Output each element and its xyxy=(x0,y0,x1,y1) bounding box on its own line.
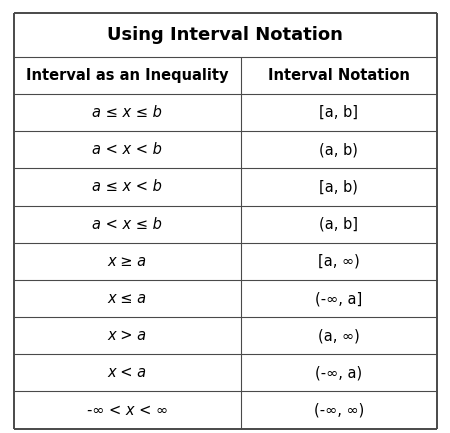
Text: [a, b): [a, b) xyxy=(319,180,358,194)
Text: Using Interval Notation: Using Interval Notation xyxy=(107,26,343,44)
Text: (a, ∞): (a, ∞) xyxy=(318,328,360,343)
Text: x ≥ a: x ≥ a xyxy=(108,254,147,269)
Text: a < x < b: a < x < b xyxy=(92,142,162,157)
Text: Interval Notation: Interval Notation xyxy=(268,68,410,83)
Text: Interval as an Inequality: Interval as an Inequality xyxy=(26,68,228,83)
Text: (a, b]: (a, b] xyxy=(319,216,358,232)
Text: x ≤ a: x ≤ a xyxy=(108,291,147,306)
Text: a ≤ x < b: a ≤ x < b xyxy=(92,180,162,194)
Text: -∞ < x < ∞: -∞ < x < ∞ xyxy=(86,403,168,417)
Text: (a, b): (a, b) xyxy=(319,142,358,157)
Text: a ≤ x ≤ b: a ≤ x ≤ b xyxy=(92,105,162,120)
Text: [a, b]: [a, b] xyxy=(319,105,358,120)
Text: (-∞, ∞): (-∞, ∞) xyxy=(314,403,364,417)
Text: a < x ≤ b: a < x ≤ b xyxy=(92,216,162,232)
Text: (-∞, a): (-∞, a) xyxy=(315,365,362,381)
Text: (-∞, a]: (-∞, a] xyxy=(315,291,362,306)
Text: x > a: x > a xyxy=(108,328,147,343)
Text: [a, ∞): [a, ∞) xyxy=(318,254,360,269)
Text: x < a: x < a xyxy=(108,365,147,381)
